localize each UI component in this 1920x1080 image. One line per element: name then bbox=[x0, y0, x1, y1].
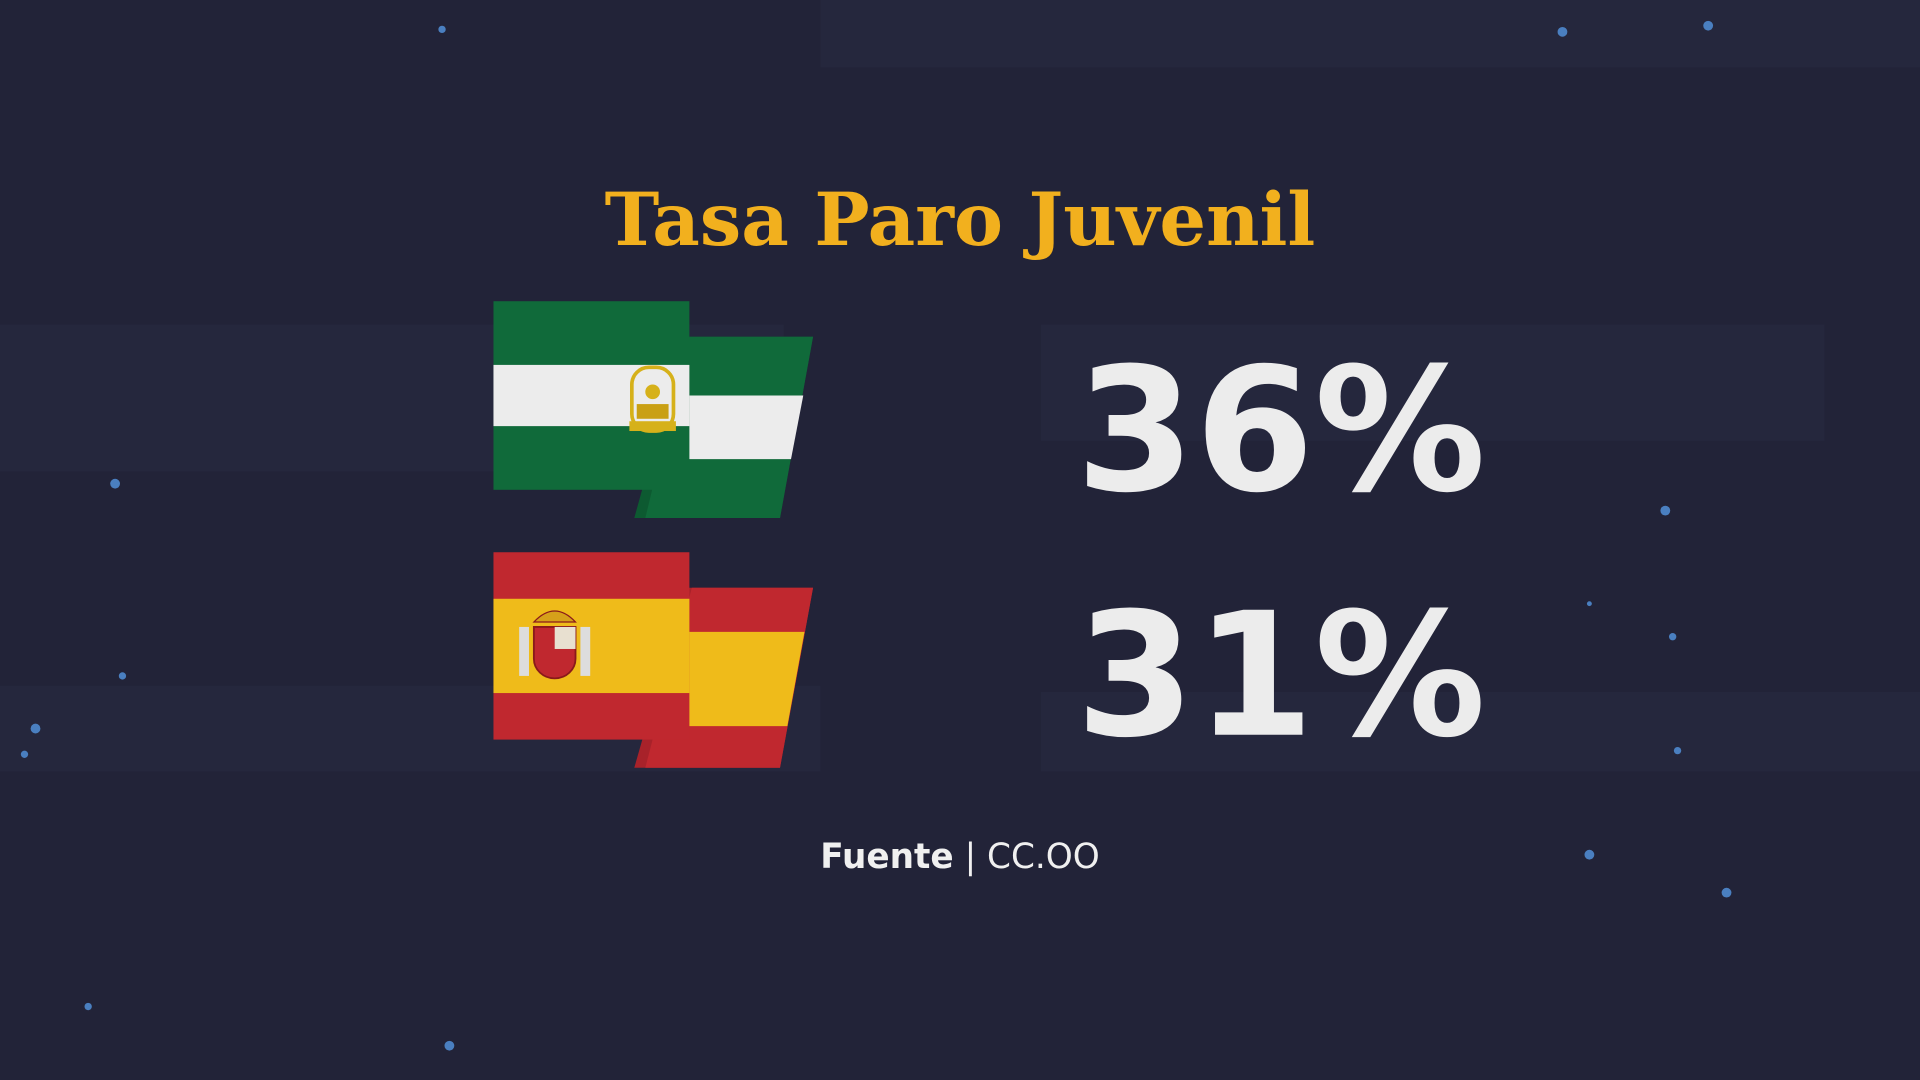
background-stars bbox=[20, 20, 1732, 1051]
source-separator: | bbox=[965, 837, 977, 877]
andalucia-coat-of-arms-icon bbox=[629, 365, 676, 433]
spain-value: 31% bbox=[1076, 577, 1486, 776]
andalucia-value: 36% bbox=[1076, 332, 1486, 531]
spain-coat-of-arms-icon bbox=[519, 610, 591, 680]
title: Tasa Paro Juvenil bbox=[605, 177, 1316, 263]
source-label: Fuente bbox=[820, 837, 953, 877]
spain-flag-icon bbox=[493, 552, 814, 768]
source-name: CC.OO bbox=[987, 837, 1100, 877]
source-line: Fuente | CC.OO bbox=[820, 837, 1099, 877]
andalucia-flag-icon bbox=[493, 301, 814, 518]
background-panels bbox=[0, 0, 1920, 771]
